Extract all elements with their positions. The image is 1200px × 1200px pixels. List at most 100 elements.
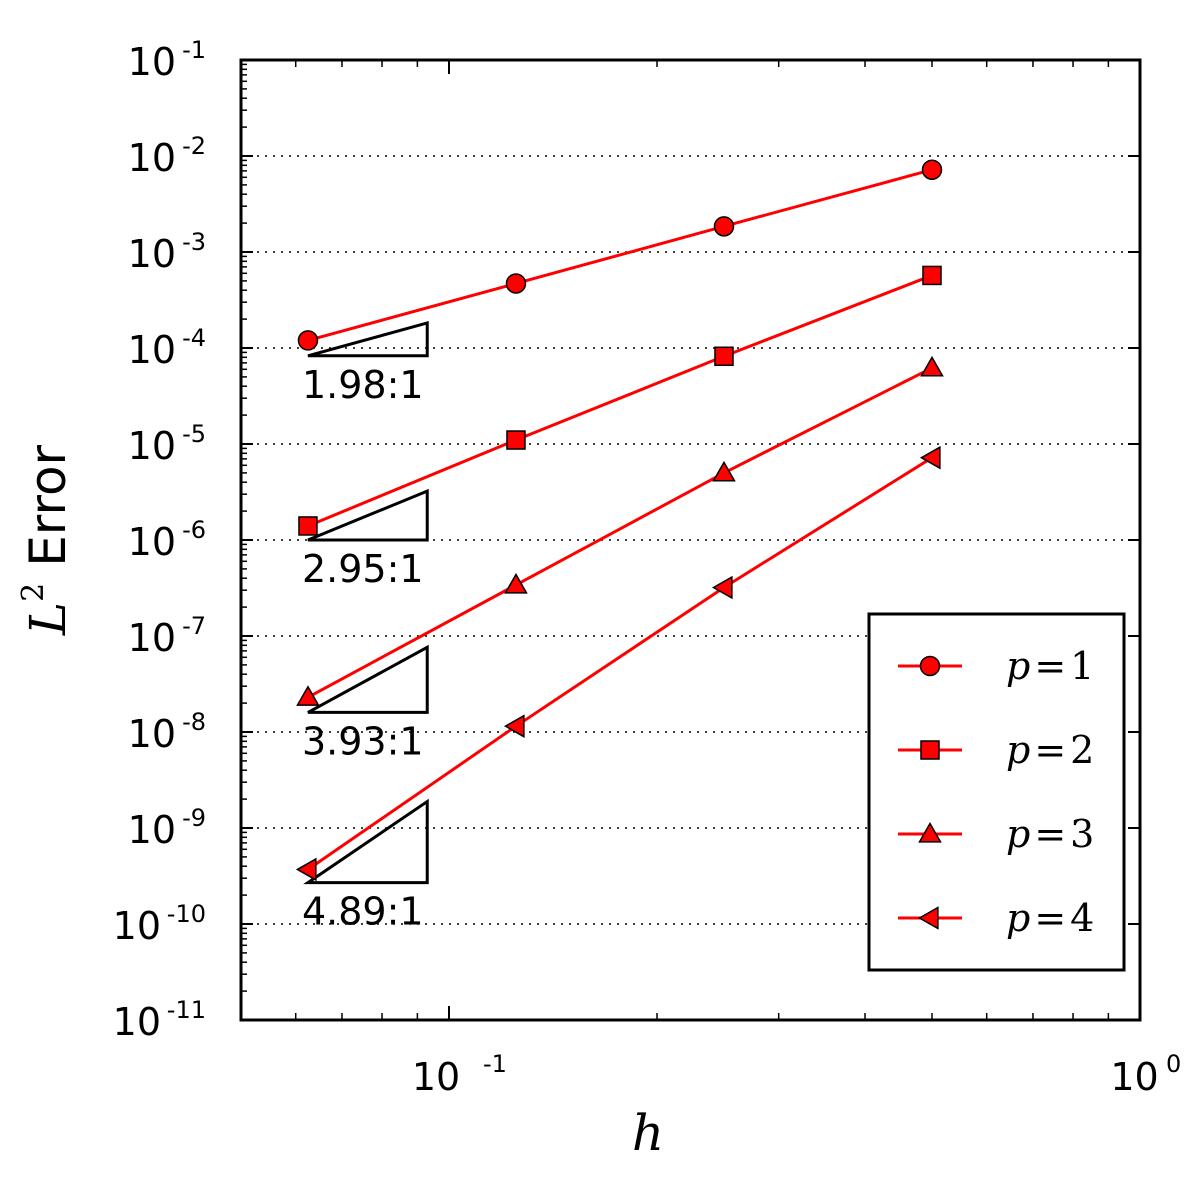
series-line xyxy=(307,274,933,528)
slope-label: 4.89:1 xyxy=(302,890,424,934)
slope-label: 1.98:1 xyxy=(302,363,424,407)
data-point xyxy=(712,460,736,482)
y-tick-label: 10 xyxy=(128,232,176,276)
y-tick-label: 10 xyxy=(128,616,176,660)
slope-label: 3.93:1 xyxy=(302,719,424,763)
y-tick-label: 10 xyxy=(128,712,176,756)
slope-annotation: 4.89:1 xyxy=(302,798,429,934)
slope-triangles: 1.98:1 2.95:1 3.93:1 4.89:1 xyxy=(302,320,429,934)
y-tick-exponent: -6 xyxy=(182,516,206,544)
data-point xyxy=(711,575,733,600)
data-point xyxy=(295,857,317,882)
y-tick-exponent: -5 xyxy=(182,420,206,448)
data-point xyxy=(922,265,942,286)
x-axis-label: h xyxy=(632,1104,664,1162)
legend-label: p = 3 xyxy=(1006,812,1094,856)
data-point xyxy=(714,346,734,367)
legend-marker xyxy=(919,655,941,677)
slope-label: 2.95:1 xyxy=(302,547,424,591)
slope-triangle xyxy=(307,488,429,542)
svg-text:L2Error: L2 Error xyxy=(16,444,77,636)
y-tick-base: 10 xyxy=(128,232,176,276)
legend-entry: p = 1 xyxy=(898,644,1094,688)
slope-triangle xyxy=(307,644,429,714)
y-axis-label: L2 Error xyxy=(16,444,77,636)
data-point xyxy=(296,685,320,706)
legend-marker xyxy=(920,740,940,760)
data-point xyxy=(921,159,943,180)
series-line xyxy=(307,168,933,342)
y-tick-base: 10 xyxy=(128,616,176,660)
legend-entry: p = 2 xyxy=(898,728,1094,772)
y-tick-label: 10 xyxy=(113,1000,161,1044)
y-tick-labels: 10 -110 -210 -310 -410 -510 -610 -710 -810 -910 -1… xyxy=(113,36,206,1044)
data-point xyxy=(506,430,526,450)
y-tick-exponent: -9 xyxy=(182,804,206,832)
y-axis-label-text: Error xyxy=(19,444,77,566)
y-axis-label-symbol: L xyxy=(19,602,77,636)
data-point xyxy=(503,714,525,738)
slope-triangle xyxy=(307,320,429,358)
legend-entry: p = 4 xyxy=(898,896,1094,940)
grid-lines xyxy=(241,155,1140,925)
x-tick-label: 10 xyxy=(412,1055,460,1099)
y-tick-label: 10 xyxy=(128,520,176,564)
y-tick-label: 10 xyxy=(113,904,161,948)
y-tick-base: 10 xyxy=(113,904,161,948)
y-tick-exponent: -2 xyxy=(182,132,206,160)
data-point xyxy=(919,445,941,470)
data-point xyxy=(504,572,528,594)
legend-marker xyxy=(918,821,942,843)
legend-label: p = 1 xyxy=(1006,644,1094,688)
y-tick-base: 10 xyxy=(128,424,176,468)
legend-marker xyxy=(917,906,939,930)
y-tick-base: 10 xyxy=(128,808,176,852)
slope-annotation: 3.93:1 xyxy=(302,644,429,763)
data-point xyxy=(713,216,735,237)
slope-annotation: 1.98:1 xyxy=(302,320,429,407)
series-p2 xyxy=(298,265,942,536)
y-tick-label: 10 xyxy=(128,424,176,468)
y-tick-exponent: -7 xyxy=(182,612,206,640)
y-axis-label-superscript: 2 xyxy=(16,583,51,602)
series-p4 xyxy=(295,445,941,882)
data-point xyxy=(505,273,527,294)
x-axis-label-text: h xyxy=(632,1104,664,1162)
data-point xyxy=(298,516,318,536)
legend: p = 1 p = 2 p = 3 p = 4 xyxy=(867,612,1126,972)
x-tick-labels: 10 -1 10 0 xyxy=(412,1050,1181,1099)
series-p3 xyxy=(296,355,944,706)
y-tick-base: 10 xyxy=(128,136,176,180)
legend-label: p = 4 xyxy=(1006,896,1094,940)
data-point xyxy=(920,355,944,377)
y-tick-base: 10 xyxy=(113,1000,161,1044)
series-line xyxy=(307,456,933,871)
slope-annotation: 2.95:1 xyxy=(302,488,429,591)
legend-entry: p = 3 xyxy=(898,812,1094,856)
x-tick-exponent: -1 xyxy=(483,1050,507,1078)
y-tick-exponent: -8 xyxy=(182,708,206,736)
y-tick-exponent: -4 xyxy=(182,324,206,352)
y-tick-label: 10 xyxy=(128,136,176,180)
series-line xyxy=(307,366,933,699)
data-series xyxy=(295,159,944,882)
y-tick-label: 10 xyxy=(128,808,176,852)
y-tick-exponent: -3 xyxy=(182,228,206,256)
y-tick-base: 10 xyxy=(128,328,176,372)
y-tick-exponent: -11 xyxy=(167,996,206,1024)
y-tick-base: 10 xyxy=(128,712,176,756)
y-tick-label: 10 xyxy=(128,40,176,84)
slope-triangle xyxy=(303,798,429,885)
legend-box xyxy=(867,612,1126,972)
y-tick-exponent: -10 xyxy=(167,900,206,928)
legend-label: p = 2 xyxy=(1006,728,1094,772)
plot-frame xyxy=(239,58,1142,1022)
x-tick-label: 10 xyxy=(1110,1055,1158,1099)
series-p1 xyxy=(297,159,943,351)
x-tick-exponent: 0 xyxy=(1166,1050,1181,1078)
data-point xyxy=(297,330,319,351)
y-tick-base: 10 xyxy=(128,40,176,84)
y-tick-base: 10 xyxy=(128,520,176,564)
y-tick-exponent: -1 xyxy=(182,36,206,64)
